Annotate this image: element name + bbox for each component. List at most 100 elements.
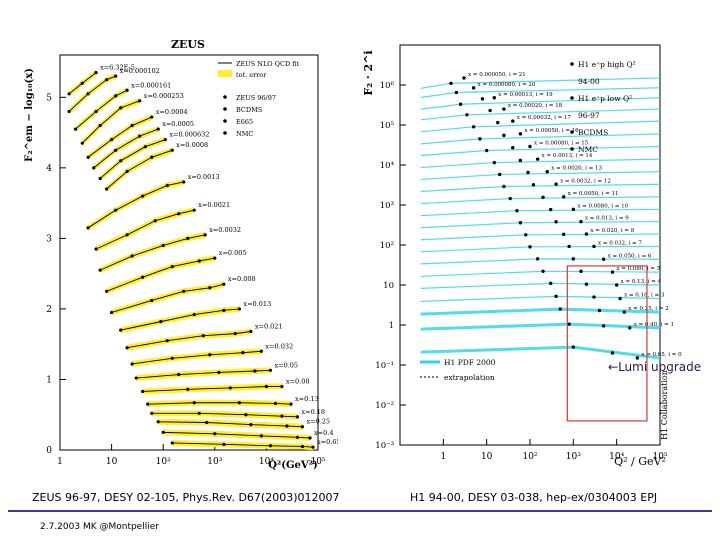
zeus-data-point [285, 424, 289, 428]
h1-data-point [492, 96, 496, 100]
zeus-error-band [69, 73, 116, 115]
h1-data-point [488, 108, 492, 113]
zeus-data-point [94, 247, 98, 251]
zeus-data-point [125, 169, 129, 173]
zeus-legend-marker [223, 107, 227, 111]
zeus-data-point [86, 226, 90, 230]
h1-data-point [614, 283, 619, 287]
h1-pdf-curve [420, 183, 661, 193]
zeus-y-tick-label: 2 [46, 305, 52, 315]
h1-x-tick-label: 10 [481, 452, 493, 462]
h1-x-bin-label: x = 0.00032, i = 17 [517, 115, 572, 121]
h1-data-point [462, 76, 466, 80]
h1-data-point [558, 307, 562, 311]
h1-y-tick-label: 10⁴ [380, 161, 395, 171]
zeus-data-point [170, 265, 174, 269]
zeus-data-point [125, 233, 129, 237]
h1-y-tick-label: 10⁻³ [375, 441, 394, 451]
zeus-data-point [170, 441, 174, 445]
footer-divider [8, 510, 712, 512]
zeus-error-band [142, 383, 282, 395]
zeus-data-point [73, 127, 78, 131]
zeus-data-point [295, 415, 300, 419]
zeus-data-point [208, 286, 212, 290]
h1-legend-entry: NMC [578, 145, 598, 154]
h1-legend-entry: H1 e⁺p low Q² [578, 94, 632, 103]
h1-data-point [597, 308, 602, 313]
zeus-data-point [268, 444, 273, 448]
zeus-data-point [203, 233, 207, 237]
h1-data-point [535, 257, 540, 261]
zeus-data-point [253, 369, 257, 373]
zeus-x-bin-label: x=0.021 [255, 323, 283, 331]
zeus-data-point [237, 307, 242, 311]
zeus-data-point [150, 115, 154, 119]
zeus-error-band [136, 367, 271, 382]
h1-legend-marker [570, 130, 574, 134]
zeus-data-point [201, 334, 205, 338]
h1-data-point [601, 257, 606, 261]
zeus-legend-entry: NMC [236, 130, 253, 138]
zeus-chart-panel: ZEUS F₂^em − log₁₀(x) Q²(GeV²) 1 10 10² 10³… [18, 30, 341, 475]
h1-y-tick-label: 10³ [380, 201, 394, 211]
h1-data-point [548, 281, 553, 286]
zeus-data-point [249, 329, 253, 334]
zeus-chart: ZEUS F₂^em − log₁₀(x) Q²(GeV²) 1 10 10² 10³… [24, 38, 341, 471]
zeus-data-point [163, 138, 167, 142]
zeus-x-bin-label: x=0.4 [314, 429, 333, 437]
zeus-data-point [114, 148, 118, 152]
h1-y-tick-label: 10⁶ [380, 81, 395, 91]
zeus-x-bin-label: x=0.08 [286, 378, 310, 386]
zeus-x-bin-label: x=6.32E-5 [100, 64, 135, 72]
h1-legend-entry: 94-00 [578, 77, 600, 86]
zeus-data-point [130, 362, 134, 366]
zeus-x-bin-label: x=0.0008 [176, 141, 208, 149]
zeus-data-point [165, 183, 169, 188]
h1-legend-marker [570, 62, 574, 66]
h1-pdf-curve [420, 233, 661, 241]
zeus-data-point [125, 88, 129, 92]
zeus-data-point [98, 123, 102, 128]
zeus-data-point [228, 386, 232, 390]
zeus-y-tick-label: 4 [46, 164, 52, 174]
h1-data-point [454, 90, 459, 95]
zeus-data-point [150, 411, 154, 415]
zeus-error-band [127, 328, 251, 351]
zeus-x-tick-label: 10² [156, 457, 171, 467]
h1-data-point [498, 172, 502, 177]
h1-data-point [480, 97, 485, 101]
zeus-chart-title: ZEUS [171, 38, 205, 51]
zeus-x-bin-label: x=0.0021 [198, 201, 230, 209]
h1-x-bin-label: x = 0.40, i = 1 [634, 322, 674, 328]
h1-x-bin-label: x = 0.032, i = 7 [598, 240, 642, 246]
zeus-data-point [186, 387, 190, 391]
zeus-data-point [161, 243, 165, 248]
h1-x-bin-label: x = 0.000050, i = 21 [468, 72, 526, 78]
h1-data-point [571, 345, 576, 349]
h1-x-tick-label: 10² [522, 452, 537, 462]
h1-y-tick-label: 10⁻¹ [375, 361, 394, 371]
zeus-x-bin-label: x=0.000253 [144, 92, 184, 100]
h1-x-bin-label: x = 0.00080, i = 15 [534, 141, 589, 147]
lumi-upgrade-highlight-box [566, 265, 648, 422]
zeus-data-point [222, 282, 226, 286]
h1-data-point [541, 195, 545, 200]
h1-x-tick-label: 1 [440, 452, 446, 462]
zeus-y-tick-label: 1 [46, 375, 52, 385]
h1-pdf-curve [420, 322, 661, 331]
h1-data-point [592, 244, 596, 249]
h1-data-point [458, 102, 463, 106]
zeus-legend-entry: E665 [236, 118, 253, 126]
zeus-x-bin-label: x=0.000161 [131, 81, 171, 89]
h1-data-point [502, 133, 506, 138]
h1-data-point [628, 326, 632, 330]
zeus-data-point [146, 402, 150, 406]
h1-legend-entry: extrapolation [444, 373, 495, 382]
h1-data-point [571, 207, 576, 212]
zeus-data-point [138, 99, 142, 103]
zeus-error-band [88, 114, 152, 161]
h1-data-point [584, 282, 589, 286]
h1-data-point [492, 160, 496, 165]
zeus-legend-entry: ZEUS 96/97 [236, 94, 276, 102]
zeus-fit-line [93, 128, 159, 169]
